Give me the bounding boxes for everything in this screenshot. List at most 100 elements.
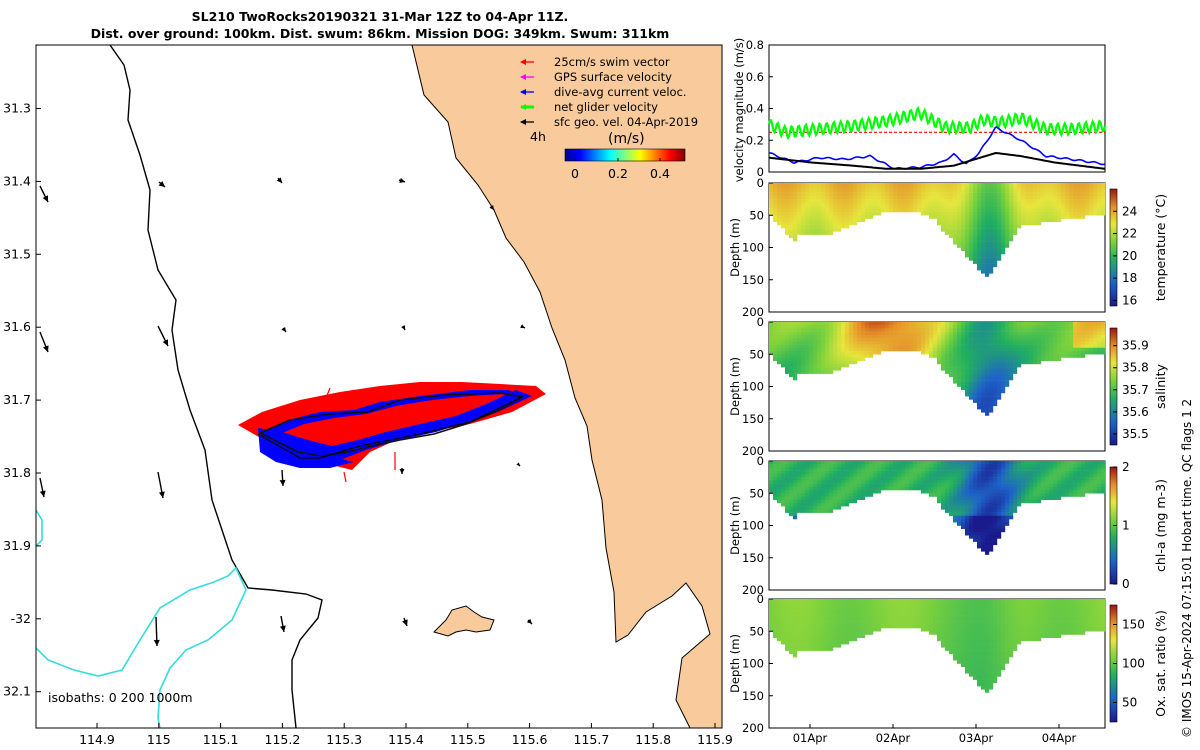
section-data-cell: [917, 183, 922, 187]
section-data-cell: [1009, 647, 1014, 651]
section-data-cell: [1069, 195, 1074, 200]
section-data-cell: [885, 480, 890, 484]
section-data-cell: [1085, 331, 1090, 336]
section-data-cell: [877, 328, 882, 332]
section-data-cell: [769, 490, 774, 494]
section-data-cell: [773, 618, 778, 622]
section-data-cell: [965, 234, 970, 239]
section-data-cell: [841, 341, 846, 345]
section-data-cell: [985, 538, 990, 542]
section-data-cell: [849, 499, 854, 504]
section-data-cell: [817, 325, 822, 329]
section-data-cell: [1049, 341, 1054, 345]
section-data-cell: [853, 618, 858, 622]
section-data-cell: [1073, 334, 1078, 339]
section-data-cell: [913, 189, 918, 193]
section-data-cell: [973, 608, 978, 613]
section-data-cell: [997, 615, 1002, 619]
section-data-cell: [1097, 490, 1102, 494]
section-data-cell: [1029, 183, 1034, 187]
section-data-cell: [965, 367, 970, 371]
section-data-cell: [961, 605, 966, 609]
section-data-cell: [949, 499, 954, 504]
section-data-cell: [865, 615, 870, 619]
section-data-cell: [993, 461, 998, 465]
section-data-cell: [825, 611, 830, 616]
section-data-cell: [809, 493, 814, 497]
section-data-cell: [1033, 480, 1038, 484]
section-data-cell: [1017, 360, 1022, 365]
section-data-cell: [1077, 195, 1082, 200]
section-data-cell: [989, 461, 994, 465]
section-data-cell: [985, 380, 990, 384]
section-data-cell: [1101, 480, 1106, 484]
section-data-cell: [873, 205, 878, 210]
section-data-cell: [949, 467, 954, 471]
section-data-cell: [813, 334, 818, 339]
section-data-cell: [1025, 202, 1030, 206]
section-data-cell: [785, 611, 790, 616]
section-data-cell: [825, 647, 830, 651]
section-data-cell: [937, 611, 942, 616]
section-data-cell: [857, 192, 862, 197]
section-data-cell: [1073, 605, 1078, 609]
section-data-cell: [1017, 628, 1022, 632]
section-data-cell: [905, 341, 910, 345]
section-data-cell: [997, 244, 1002, 248]
section-data-cells: [769, 183, 1106, 277]
section-data-cell: [961, 486, 966, 491]
black-sfc-geo-series-line: [768, 151, 1106, 170]
section-data-cell: [989, 218, 994, 222]
section-data-cell: [973, 486, 978, 491]
section-data-cell: [793, 331, 798, 336]
section-data-cell: [781, 218, 786, 222]
section-data-cell: [845, 221, 850, 226]
section-data-cell: [917, 477, 922, 481]
section-data-cell: [769, 322, 774, 326]
surface-current-arrowhead: [158, 491, 165, 498]
section-data-cell: [949, 611, 954, 616]
section-data-cell: [997, 373, 1002, 378]
section-data-cell: [813, 331, 818, 336]
section-data-cell: [1089, 341, 1094, 345]
section-data-cell: [921, 490, 926, 494]
section-data-cell: [793, 231, 798, 235]
section-data-cell: [913, 480, 918, 484]
section-data-cell: [781, 363, 786, 368]
section-data-cell: [997, 212, 1002, 216]
section-data-cell: [925, 205, 930, 210]
section-data-cell: [1089, 195, 1094, 200]
section-data-cell: [1049, 351, 1054, 355]
section-data-cell: [837, 344, 842, 349]
section-data-cell: [877, 338, 882, 342]
section-data-cell: [1057, 605, 1062, 609]
section-data-cell: [797, 347, 802, 352]
section-data-cell: [781, 215, 786, 219]
section-data-cell: [941, 328, 946, 332]
section-data-cell: [781, 628, 786, 632]
section-data-cell: [1061, 608, 1066, 613]
section-data-cell: [1053, 628, 1058, 632]
section-data-cell: [1013, 186, 1018, 190]
section-data-cell: [933, 322, 938, 326]
section-data-cell: [857, 628, 862, 632]
section-data-cell: [1065, 464, 1070, 468]
section-data-cell: [841, 477, 846, 481]
section-data-cell: [901, 602, 906, 606]
section-data-cell: [953, 599, 958, 603]
section-data-cell: [841, 221, 846, 226]
section-data-cell: [829, 325, 834, 329]
section-data-cell: [845, 499, 850, 504]
section-data-cell: [1001, 354, 1006, 358]
surface-current-arrowhead: [489, 205, 494, 210]
section-data-cell: [797, 189, 802, 193]
section-data-cell: [829, 192, 834, 197]
section-data-cell: [1005, 602, 1010, 606]
section-data-cell: [1049, 608, 1054, 613]
section-data-cell: [813, 461, 818, 465]
section-data-cell: [789, 621, 794, 626]
section-data-cell: [1017, 615, 1022, 619]
section-data-cell: [965, 522, 970, 526]
section-data-cell: [973, 334, 978, 339]
section-data-cell: [917, 338, 922, 342]
